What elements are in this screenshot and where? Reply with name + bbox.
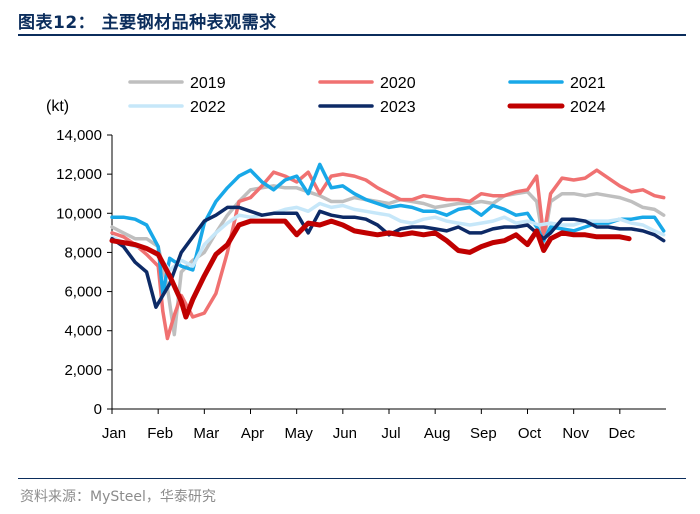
y-tick-label: 4,000 (64, 323, 102, 340)
x-tick-label: Dec (608, 425, 635, 442)
legend-label-2020: 2020 (380, 75, 416, 92)
legend-label-2023: 2023 (380, 99, 416, 116)
series-line-2021 (110, 162, 666, 296)
y-tick-label: 2,000 (64, 362, 102, 379)
series-line-2022 (110, 201, 666, 272)
legend-label-2021: 2021 (570, 75, 606, 92)
x-tick-label: Jun (333, 425, 357, 442)
y-tick-label: 6,000 (64, 284, 102, 301)
series-line-2020 (110, 168, 666, 341)
x-tick-label: Jul (381, 425, 400, 442)
legend-label-2024: 2024 (570, 99, 606, 116)
title-bar: 图表12： 主要钢材品种表观需求 (18, 6, 686, 34)
series-line-2024 (109, 218, 632, 320)
y-tick-label: 12,000 (56, 166, 102, 183)
legend-label-2022: 2022 (190, 99, 226, 116)
x-tick-label: Jan (102, 425, 126, 442)
x-tick-label: Feb (147, 425, 173, 442)
x-tick-label: Nov (562, 425, 589, 442)
x-tick-label: Apr (241, 425, 264, 442)
x-tick-label: Sep (470, 425, 497, 442)
y-tick-label: 10,000 (56, 205, 102, 222)
legend-label-2019: 2019 (190, 75, 226, 92)
y-axis-label: (kt) (46, 98, 69, 115)
chart-area: 0 2,000 4,000 6,000 8,000 10,000 12,000 14,000 (… (0, 40, 700, 450)
source-note: 资料来源：MySteel，华泰研究 (20, 489, 216, 505)
x-tick-label: Aug (424, 425, 451, 442)
x-tick-label: May (284, 425, 313, 442)
title-divider (18, 34, 686, 36)
x-tick-label: Mar (193, 425, 219, 442)
line-chart: 0 2,000 4,000 6,000 8,000 10,000 12,000 14,000 (… (46, 75, 666, 442)
y-tick-label: 14,000 (56, 127, 102, 144)
footer-divider (18, 478, 686, 479)
y-tick-label: 8,000 (64, 244, 102, 261)
y-tick-label: 0 (94, 401, 102, 418)
x-tick-label: Oct (518, 425, 542, 442)
chart-title: 图表12： 主要钢材品种表观需求 (18, 13, 277, 33)
